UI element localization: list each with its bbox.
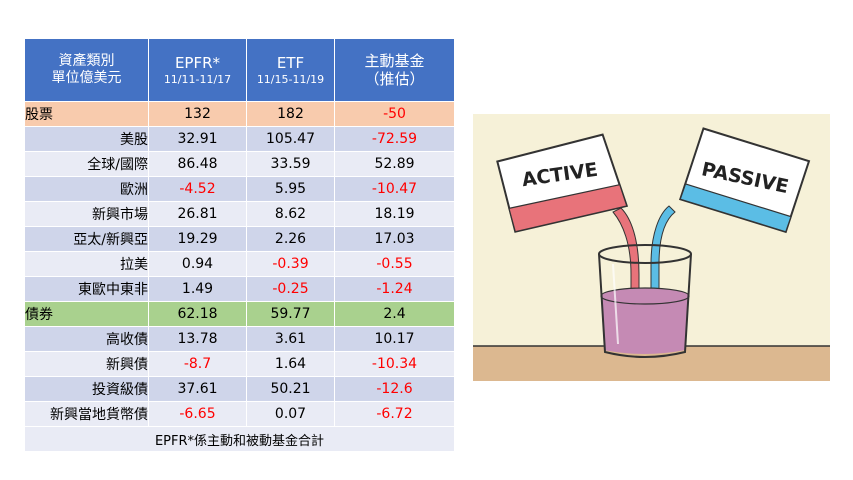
table-row: 新興債 -8.7 1.64 -10.34 bbox=[24, 351, 455, 377]
header-category-line1: 資產類別 bbox=[58, 53, 115, 69]
table-row: 拉美 0.94 -0.39 -0.55 bbox=[24, 251, 455, 277]
table-footnote-row: EPFR*係主動和被動基金合計 bbox=[24, 426, 455, 452]
etf-value: 105.47 bbox=[246, 126, 335, 152]
row-label: 投資級債 bbox=[24, 376, 149, 402]
epfr-value: -4.52 bbox=[148, 176, 247, 202]
header-category: 資產類別 單位億美元 bbox=[24, 38, 149, 102]
etf-value: 0.07 bbox=[246, 401, 335, 427]
etf-value: 59.77 bbox=[246, 301, 335, 327]
table-row: 高收債 13.78 3.61 10.17 bbox=[24, 326, 455, 352]
epfr-value: -6.65 bbox=[148, 401, 247, 427]
row-label: 債券 bbox=[24, 301, 149, 327]
active-value: 17.03 bbox=[334, 226, 455, 252]
etf-value: 33.59 bbox=[246, 151, 335, 177]
active-cup-liquid bbox=[508, 184, 628, 233]
header-active: 主動基金 （推估） bbox=[334, 38, 455, 102]
passive-cup: PASSIVE bbox=[678, 127, 811, 234]
etf-value: 182 bbox=[246, 101, 335, 127]
active-cup: ACTIVE bbox=[496, 133, 629, 233]
row-label: 亞太/新興亞 bbox=[24, 226, 149, 252]
active-value: -10.34 bbox=[334, 351, 455, 377]
active-passive-illustration: ACTIVE PASSIVE bbox=[473, 114, 830, 381]
row-label: 高收債 bbox=[24, 326, 149, 352]
active-value: -0.55 bbox=[334, 251, 455, 277]
table-row: 歐洲 -4.52 5.95 -10.47 bbox=[24, 176, 455, 202]
epfr-value: 37.61 bbox=[148, 376, 247, 402]
etf-value: 50.21 bbox=[246, 376, 335, 402]
etf-value: 2.26 bbox=[246, 226, 335, 252]
table-row: 投資級債 37.61 50.21 -12.6 bbox=[24, 376, 455, 402]
table-body: 股票 132 182 -50 美股 32.91 105.47 -72.59 全球/國際 86.48… bbox=[24, 101, 455, 452]
etf-value: 5.95 bbox=[246, 176, 335, 202]
header-etf-period: 11/15-11/19 bbox=[256, 72, 325, 86]
table-row: 東歐中東非 1.49 -0.25 -1.24 bbox=[24, 276, 455, 302]
table-row: 亞太/新興亞 19.29 2.26 17.03 bbox=[24, 226, 455, 252]
row-label: 新興當地貨幣債 bbox=[24, 401, 149, 427]
epfr-value: 26.81 bbox=[148, 201, 247, 227]
epfr-value: 32.91 bbox=[148, 126, 247, 152]
active-value: -12.6 bbox=[334, 376, 455, 402]
header-epfr-title: EPFR* bbox=[174, 53, 221, 72]
epfr-value: 19.29 bbox=[148, 226, 247, 252]
epfr-value: 62.18 bbox=[148, 301, 247, 327]
glass-outline bbox=[598, 253, 692, 358]
header-etf: ETF 11/15-11/19 bbox=[246, 38, 335, 102]
active-value: -6.72 bbox=[334, 401, 455, 427]
epfr-value: 86.48 bbox=[148, 151, 247, 177]
table-header-row: 資產類別 單位億美元 EPFR* 11/11-11/17 ETF 11/15-1… bbox=[24, 38, 455, 102]
epfr-value: 1.49 bbox=[148, 276, 247, 302]
active-value: -1.24 bbox=[334, 276, 455, 302]
table-row: 全球/國際 86.48 33.59 52.89 bbox=[24, 151, 455, 177]
etf-value: 1.64 bbox=[246, 351, 335, 377]
table-row: 新興市場 26.81 8.62 18.19 bbox=[24, 201, 455, 227]
table-row: 股票 132 182 -50 bbox=[24, 101, 455, 127]
epfr-value: 13.78 bbox=[148, 326, 247, 352]
active-value: -72.59 bbox=[334, 126, 455, 152]
etf-value: 3.61 bbox=[246, 326, 335, 352]
active-value: -50 bbox=[334, 101, 455, 127]
mixed-liquid bbox=[601, 296, 689, 354]
etf-value: 8.62 bbox=[246, 201, 335, 227]
epfr-value: 132 bbox=[148, 101, 247, 127]
row-label: 全球/國際 bbox=[24, 151, 149, 177]
row-label: 美股 bbox=[24, 126, 149, 152]
header-active-note: （推估） bbox=[364, 70, 425, 88]
active-value: 2.4 bbox=[334, 301, 455, 327]
etf-value: -0.39 bbox=[246, 251, 335, 277]
header-epfr-period: 11/11-11/17 bbox=[163, 72, 232, 86]
header-etf-title: ETF bbox=[276, 53, 305, 72]
row-label: 歐洲 bbox=[24, 176, 149, 202]
epfr-value: -8.7 bbox=[148, 351, 247, 377]
header-epfr: EPFR* 11/11-11/17 bbox=[148, 38, 247, 102]
table-row: 美股 32.91 105.47 -72.59 bbox=[24, 126, 455, 152]
row-label: 拉美 bbox=[24, 251, 149, 277]
table-footnote: EPFR*係主動和被動基金合計 bbox=[24, 426, 455, 452]
glass-highlight bbox=[612, 263, 619, 345]
passive-cup-liquid bbox=[679, 183, 792, 233]
header-active-title: 主動基金 bbox=[364, 52, 425, 70]
glass-rim bbox=[598, 244, 692, 264]
row-label: 新興債 bbox=[24, 351, 149, 377]
epfr-value: 0.94 bbox=[148, 251, 247, 277]
header-category-line2: 單位億美元 bbox=[51, 70, 122, 86]
active-value: -10.47 bbox=[334, 176, 455, 202]
active-value: 10.17 bbox=[334, 326, 455, 352]
table-row: 債券 62.18 59.77 2.4 bbox=[24, 301, 455, 327]
active-value: 18.19 bbox=[334, 201, 455, 227]
table-row: 新興當地貨幣債 -6.65 0.07 -6.72 bbox=[24, 401, 455, 427]
row-label: 股票 bbox=[24, 101, 149, 127]
row-label: 東歐中東非 bbox=[24, 276, 149, 302]
active-value: 52.89 bbox=[334, 151, 455, 177]
row-label: 新興市場 bbox=[24, 201, 149, 227]
fund-flow-table: 資產類別 單位億美元 EPFR* 11/11-11/17 ETF 11/15-1… bbox=[24, 38, 455, 452]
etf-value: -0.25 bbox=[246, 276, 335, 302]
